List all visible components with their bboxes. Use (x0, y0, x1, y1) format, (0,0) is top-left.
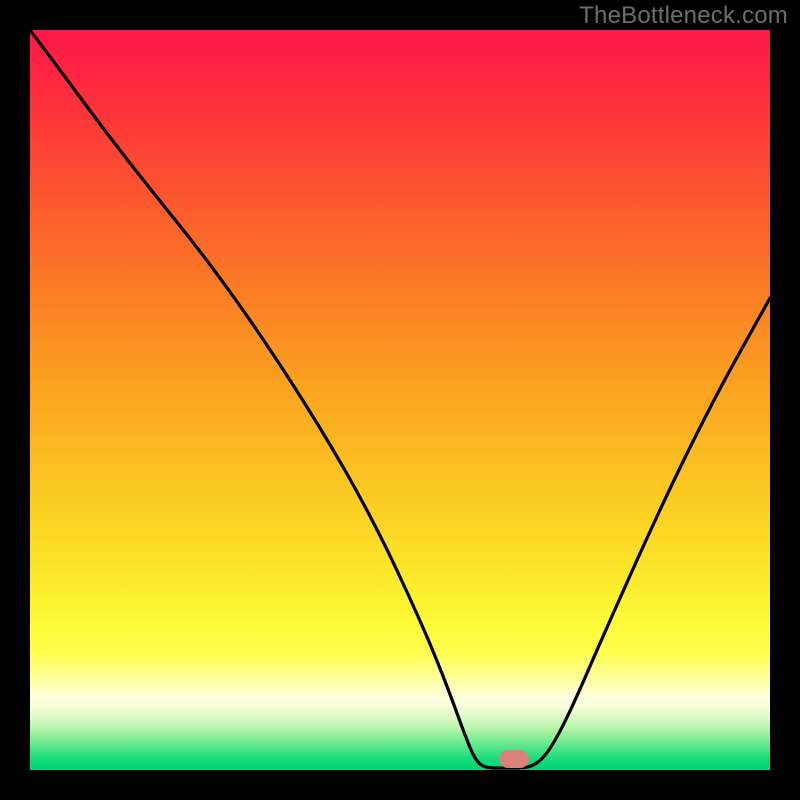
watermark-label: TheBottleneck.com (579, 2, 788, 30)
frame-left (0, 0, 30, 800)
frame-bottom (0, 770, 800, 800)
chart-container: TheBottleneck.com (0, 0, 800, 800)
minimum-marker (499, 750, 529, 768)
frame-right (770, 0, 800, 800)
plot-background-gradient (30, 30, 770, 770)
bottleneck-curve-chart (0, 0, 800, 800)
